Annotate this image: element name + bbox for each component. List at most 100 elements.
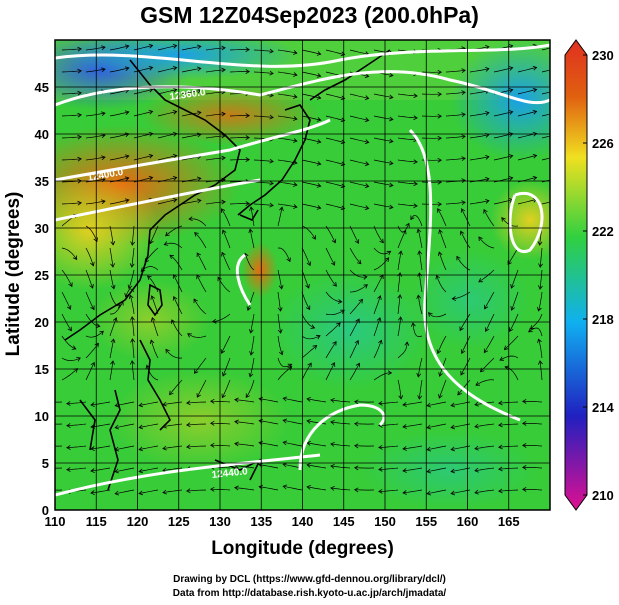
streamline <box>109 360 114 381</box>
streamline-arrowhead <box>364 161 370 167</box>
streamline-arrowhead <box>245 47 250 52</box>
lon-tick-label: 125 <box>168 514 190 529</box>
streamline-arrowhead <box>110 241 116 246</box>
streamline-arrowhead <box>398 250 403 255</box>
streamline-arrowhead <box>71 345 77 350</box>
streamline <box>277 137 297 142</box>
streamline <box>109 225 114 245</box>
streamline-arrowhead <box>332 341 337 346</box>
streamline-arrowhead <box>245 201 250 206</box>
streamline-arrowhead <box>397 316 403 321</box>
streamline-arrowhead <box>186 444 191 450</box>
streamline <box>205 201 226 205</box>
streamline <box>330 443 351 447</box>
streamline <box>157 111 177 117</box>
lat-tick-label: 40 <box>35 127 49 142</box>
streamline <box>164 242 183 249</box>
streamline <box>469 112 489 117</box>
streamline-arrowhead <box>354 421 359 427</box>
streamline <box>146 365 159 381</box>
streamline <box>221 335 231 354</box>
streamline <box>349 363 360 381</box>
streamline <box>522 423 543 425</box>
streamline-arrowhead <box>474 467 479 473</box>
streamline <box>373 247 391 255</box>
streamline-arrowhead <box>307 362 312 368</box>
streamline-arrowhead <box>405 222 410 228</box>
streamline <box>397 251 402 271</box>
streamline-arrowhead <box>169 254 175 260</box>
streamline <box>283 441 303 447</box>
streamline <box>234 487 255 491</box>
streamline-arrowhead <box>221 155 226 161</box>
streamline-arrowhead <box>389 182 394 188</box>
streamline <box>205 157 226 161</box>
lon-tick-label: 150 <box>374 514 396 529</box>
streamline <box>259 420 279 425</box>
streamline <box>61 335 76 350</box>
streamline <box>277 49 297 54</box>
streamline-arrowhead <box>398 395 404 400</box>
streamline <box>61 70 82 73</box>
streamline-arrowhead <box>354 399 359 405</box>
streamline-arrowhead <box>538 360 543 365</box>
streamline <box>157 45 177 51</box>
streamline-arrowhead <box>90 468 95 473</box>
streamline-arrowhead <box>330 486 335 491</box>
streamline-arrowhead <box>456 255 461 261</box>
streamline-arrowhead <box>485 177 490 182</box>
streamline-arrowhead <box>340 161 346 167</box>
streamline <box>61 291 71 310</box>
streamline <box>90 467 111 472</box>
streamline-arrowhead <box>312 344 318 350</box>
streamline <box>61 92 82 95</box>
streamline-arrowhead <box>316 95 322 100</box>
streamline <box>234 443 255 447</box>
streamline-arrowhead <box>532 131 538 137</box>
streamline-arrowhead <box>306 463 311 468</box>
streamline-arrowhead <box>127 284 133 290</box>
streamline <box>509 313 519 332</box>
lat-tick-label: 45 <box>35 80 49 95</box>
streamline-arrowhead <box>503 345 509 351</box>
streamline-arrowhead <box>364 73 370 79</box>
streamline <box>301 49 321 55</box>
streamline <box>397 181 418 185</box>
streamline <box>418 379 423 400</box>
streamline-arrowhead <box>483 348 489 354</box>
streamline-arrowhead <box>537 241 543 246</box>
credit-drawing: Drawing by DCL (https://www.gfd-dennou.o… <box>173 574 446 585</box>
streamline <box>109 269 115 289</box>
streamline <box>439 229 447 249</box>
streamline-arrowhead <box>378 488 383 494</box>
streamline <box>417 295 423 315</box>
streamline <box>259 464 279 469</box>
streamline-arrowhead <box>461 112 466 118</box>
streamline <box>110 301 124 315</box>
streamline <box>349 115 369 121</box>
streamline <box>301 93 321 99</box>
streamline-arrowhead <box>248 372 254 378</box>
streamline-arrowhead <box>124 176 130 181</box>
streamline-arrowhead <box>277 329 283 334</box>
streamline <box>541 47 550 51</box>
coastlines <box>64 49 391 491</box>
streamline <box>402 401 423 406</box>
streamline-arrowhead <box>66 467 71 472</box>
streamline <box>469 90 489 95</box>
streamline-arrowhead <box>532 87 538 93</box>
streamline-arrowhead <box>172 197 178 203</box>
streamline <box>517 155 537 161</box>
streamline <box>283 485 303 491</box>
colorbar-tick-label: 222 <box>592 224 614 239</box>
lat-tick-label: 25 <box>35 268 49 283</box>
streamline <box>157 155 177 161</box>
streamline-arrowhead <box>358 298 363 304</box>
streamline-arrowhead <box>278 284 284 290</box>
streamline-arrowhead <box>435 274 440 280</box>
streamline-arrowhead <box>461 134 466 140</box>
streamline <box>109 67 129 73</box>
streamline-arrowhead <box>186 488 191 494</box>
streamline-arrowhead <box>438 372 443 377</box>
streamline-arrowhead <box>196 198 202 204</box>
